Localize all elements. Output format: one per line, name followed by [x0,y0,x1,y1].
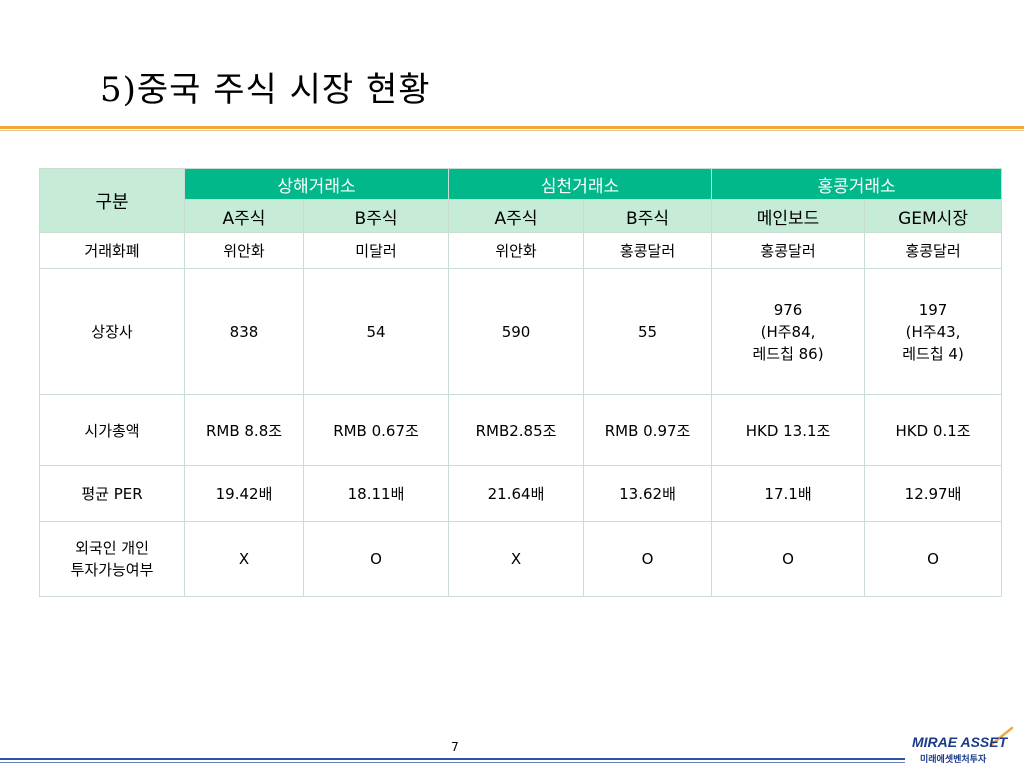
row-label: 평균 PER [39,465,185,522]
table-cell: O [711,521,866,597]
subheader-shanghai-a: A주식 [184,199,304,233]
china-market-table: 구분 상해거래소 심천거래소 홍콩거래소 A주식 B주식 A주식 B주식 메인보… [39,168,1003,597]
title-divider [0,126,1024,129]
subheader-hk-main-board: 메인보드 [711,199,866,233]
mirae-asset-logo: MIRAE ASSET 미래에셋벤처투자 [912,726,1016,766]
table-cell: HKD 0.1조 [864,394,1003,466]
table-row-listed-companies: 상장사 838 54 590 55 976 (H주84, 레드칩 86) 197… [39,268,1003,395]
table-row-foreign-investor-access: 외국인 개인 투자가능여부 X O X O O O [39,521,1003,597]
table-cell: RMB 8.8조 [184,394,304,466]
table-cell: 홍콩달러 [583,232,713,269]
subheader-shenzhen-a: A주식 [448,199,585,233]
table-cell: RMB 0.97조 [583,394,713,466]
table-cell: 위안화 [184,232,304,269]
table-cell: 13.62배 [583,465,713,522]
row-label: 거래화폐 [39,232,185,269]
slide-title: 5)중국 주식 시장 현황 [100,70,431,110]
header-category: 구분 [39,168,185,233]
table-cell: 18.11배 [302,465,450,522]
title-divider-thin [0,130,1024,131]
table-cell: 976 (H주84, 레드칩 86) [711,268,866,395]
table-cell: O [583,521,713,597]
table-row-market-cap: 시가총액 RMB 8.8조 RMB 0.67조 RMB2.85조 RMB 0.9… [39,394,1003,466]
header-shenzhen-exchange: 심천거래소 [448,168,713,200]
table-cell: 12.97배 [864,465,1003,522]
table-cell: HKD 13.1조 [711,394,866,466]
table-cell: 19.42배 [184,465,304,522]
row-label: 시가총액 [39,394,185,466]
logo-swoosh-icon [990,726,1014,746]
table-cell: 197 (H주43, 레드칩 4) [864,268,1003,395]
footer-divider-thin [0,762,905,763]
table-cell: X [448,521,585,597]
table-cell: O [302,521,450,597]
header-hongkong-exchange: 홍콩거래소 [711,168,1003,200]
table-cell: 홍콩달러 [864,232,1003,269]
footer-divider [0,758,905,760]
row-label: 외국인 개인 투자가능여부 [39,521,185,597]
subheader-hk-gem: GEM시장 [864,199,1003,233]
table-cell: RMB2.85조 [448,394,585,466]
table-row-average-per: 평균 PER 19.42배 18.11배 21.64배 13.62배 17.1배… [39,465,1003,522]
table-cell: 21.64배 [448,465,585,522]
table-cell: 미달러 [302,232,450,269]
table-cell: 55 [583,268,713,395]
page-number: 7 [451,740,459,754]
logo-subtitle: 미래에셋벤처투자 [920,755,987,765]
logo-wordmark: MIRAE ASSET [912,734,1008,750]
table-cell: 홍콩달러 [711,232,866,269]
table-cell: 838 [184,268,304,395]
subheader-shanghai-b: B주식 [302,199,450,233]
table-cell: 590 [448,268,585,395]
table-cell: 54 [302,268,450,395]
subheader-shenzhen-b: B주식 [583,199,713,233]
table-cell: 17.1배 [711,465,866,522]
header-shanghai-exchange: 상해거래소 [183,168,450,200]
table-row-currency: 거래화폐 위안화 미달러 위안화 홍콩달러 홍콩달러 홍콩달러 [39,232,1003,269]
table-cell: X [184,521,304,597]
table-cell: O [864,521,1003,597]
table-cell: 위안화 [448,232,585,269]
table-cell: RMB 0.67조 [302,394,450,466]
row-label: 상장사 [39,268,185,395]
